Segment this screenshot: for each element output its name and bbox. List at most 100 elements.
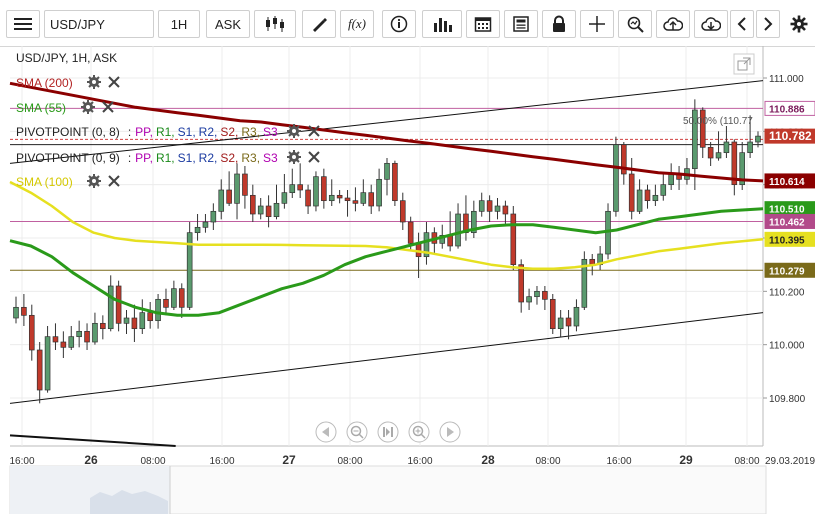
crosshair-button[interactable] <box>580 10 614 38</box>
lock-button[interactable] <box>542 10 576 38</box>
calendar-button[interactable] <box>466 10 500 38</box>
candle-bearish <box>242 173 248 196</box>
sma55-settings-gear-icon[interactable] <box>81 100 95 114</box>
scroll-left-button[interactable] <box>730 10 754 38</box>
sma55-close-icon[interactable] <box>102 101 114 113</box>
trend-line <box>9 80 764 164</box>
candle-bullish <box>44 336 51 391</box>
time-axis: 16:00 26 08:00 16:00 27 08:00 16:00 28 08:00 16:0… <box>9 453 815 467</box>
candle-bullish <box>376 178 382 207</box>
trend-line <box>9 434 176 447</box>
price-chart[interactable]: 111.000110.800110.600110.400110.200110.0… <box>0 46 815 515</box>
navigator[interactable] <box>9 465 767 515</box>
sma200-close-icon[interactable] <box>108 76 120 88</box>
candle-bearish <box>163 298 169 308</box>
candle-bullish <box>281 192 288 204</box>
candle-bearish <box>344 197 351 202</box>
menu-icon <box>14 18 32 30</box>
chart-type-button[interactable] <box>254 10 296 38</box>
pivot1-close-icon[interactable] <box>308 125 320 137</box>
price-tag <box>764 128 815 144</box>
pivot1-settings-gear-icon[interactable] <box>287 124 301 138</box>
candle-bullish <box>13 306 19 319</box>
sma100-line <box>9 180 764 270</box>
menu-button[interactable] <box>6 10 40 38</box>
zoom-icon <box>627 16 644 33</box>
indicators-button[interactable]: f(x) <box>340 10 374 38</box>
candle-bullish <box>76 330 82 338</box>
candle-bearish <box>486 200 493 212</box>
candle-bullish <box>107 285 114 330</box>
pivot2-close-icon[interactable] <box>308 151 320 163</box>
info-button[interactable] <box>382 10 416 38</box>
candle-bearish <box>549 298 556 330</box>
candle-bullish <box>636 189 643 212</box>
y-tick-label: 111.000 <box>769 74 804 85</box>
timeframe-button[interactable]: 1H <box>158 10 200 38</box>
crosshair-icon <box>589 16 605 32</box>
candle-bullish <box>526 296 532 303</box>
candle-bearish <box>265 205 272 218</box>
candle-bearish <box>731 141 738 186</box>
draw-tool-button[interactable] <box>302 10 336 38</box>
price-tag <box>764 231 815 247</box>
sma200-settings-gear-icon[interactable] <box>87 75 101 89</box>
zoom-forward-button[interactable] <box>439 421 461 443</box>
scroll-right-button[interactable] <box>756 10 780 38</box>
candle-bullish <box>471 210 477 234</box>
chart-title: USD/JPY, 1H, ASK <box>16 51 117 65</box>
y-tick-label: 110.000 <box>769 341 805 352</box>
legend-sma55-label[interactable]: SMA (55) <box>16 101 66 115</box>
candle-bearish <box>147 312 153 322</box>
toolbar: USD/JPY 1H ASK f(x) <box>0 0 815 47</box>
candle-bearish <box>518 264 524 303</box>
zoom-controls <box>315 421 461 443</box>
zoom-in-button[interactable] <box>408 421 430 443</box>
legend-sma200-label[interactable]: SMA (200) <box>16 76 73 90</box>
symbol-selector[interactable]: USD/JPY <box>44 10 154 38</box>
x-tick-label-date: 29.03.2019 <box>765 456 815 467</box>
info-icon <box>390 15 408 33</box>
candle-bullish <box>202 221 209 228</box>
legend-pivot1-label[interactable]: PIVOTPOINT (0, 8): PP, R1, S1, R2, S2, R3, S3 <box>16 125 278 139</box>
candle-bearish <box>707 146 714 159</box>
volume-button[interactable] <box>422 10 462 38</box>
candle-bullish <box>289 184 296 194</box>
zoom-back-button[interactable] <box>315 421 337 443</box>
candle-bullish <box>423 232 430 258</box>
candle-bullish <box>360 192 367 204</box>
candle-bearish <box>178 288 185 308</box>
pivot2-settings-gear-icon[interactable] <box>287 150 301 164</box>
trend-line <box>9 312 764 404</box>
sma100-close-icon[interactable] <box>108 175 120 187</box>
x-tick-label: 08:00 <box>337 456 362 467</box>
price-tag-label: 110.279 <box>769 266 805 277</box>
zoom-reset-button[interactable] <box>377 421 399 443</box>
popout-window-icon[interactable] <box>733 53 755 75</box>
chart-area[interactable]: 111.000110.800110.600110.400110.200110.0… <box>0 46 815 515</box>
news-icon <box>513 16 529 32</box>
price-type-button[interactable]: ASK <box>206 10 250 38</box>
legend-pivot2-label[interactable]: PIVOTPOINT (0, 9): PP, R1, S1, R2, S2, R3, S3 <box>16 151 278 165</box>
function-icon: f(x) <box>347 16 367 31</box>
settings-button[interactable] <box>786 10 812 38</box>
download-button[interactable] <box>694 10 728 38</box>
candle-bullish <box>534 290 540 298</box>
symbol-label: USD/JPY <box>50 16 105 32</box>
x-tick-label: 27 <box>282 453 296 467</box>
upload-button[interactable] <box>656 10 690 38</box>
candle-bullish <box>439 234 446 244</box>
zoom-button[interactable] <box>618 10 652 38</box>
x-tick-label: 16:00 <box>606 456 631 467</box>
candle-bearish <box>36 349 43 391</box>
timeframe-label: 1H <box>170 16 188 32</box>
x-tick-label: 16:00 <box>209 456 234 467</box>
candle-bearish <box>392 162 398 202</box>
candle-bearish <box>502 205 509 215</box>
legend-sma100-label[interactable]: SMA (100) <box>16 175 73 189</box>
candle-bearish <box>399 200 406 223</box>
x-tick-label: 26 <box>84 453 98 467</box>
zoom-out-button[interactable] <box>346 421 368 443</box>
sma100-settings-gear-icon[interactable] <box>87 174 101 188</box>
news-button[interactable] <box>504 10 538 38</box>
